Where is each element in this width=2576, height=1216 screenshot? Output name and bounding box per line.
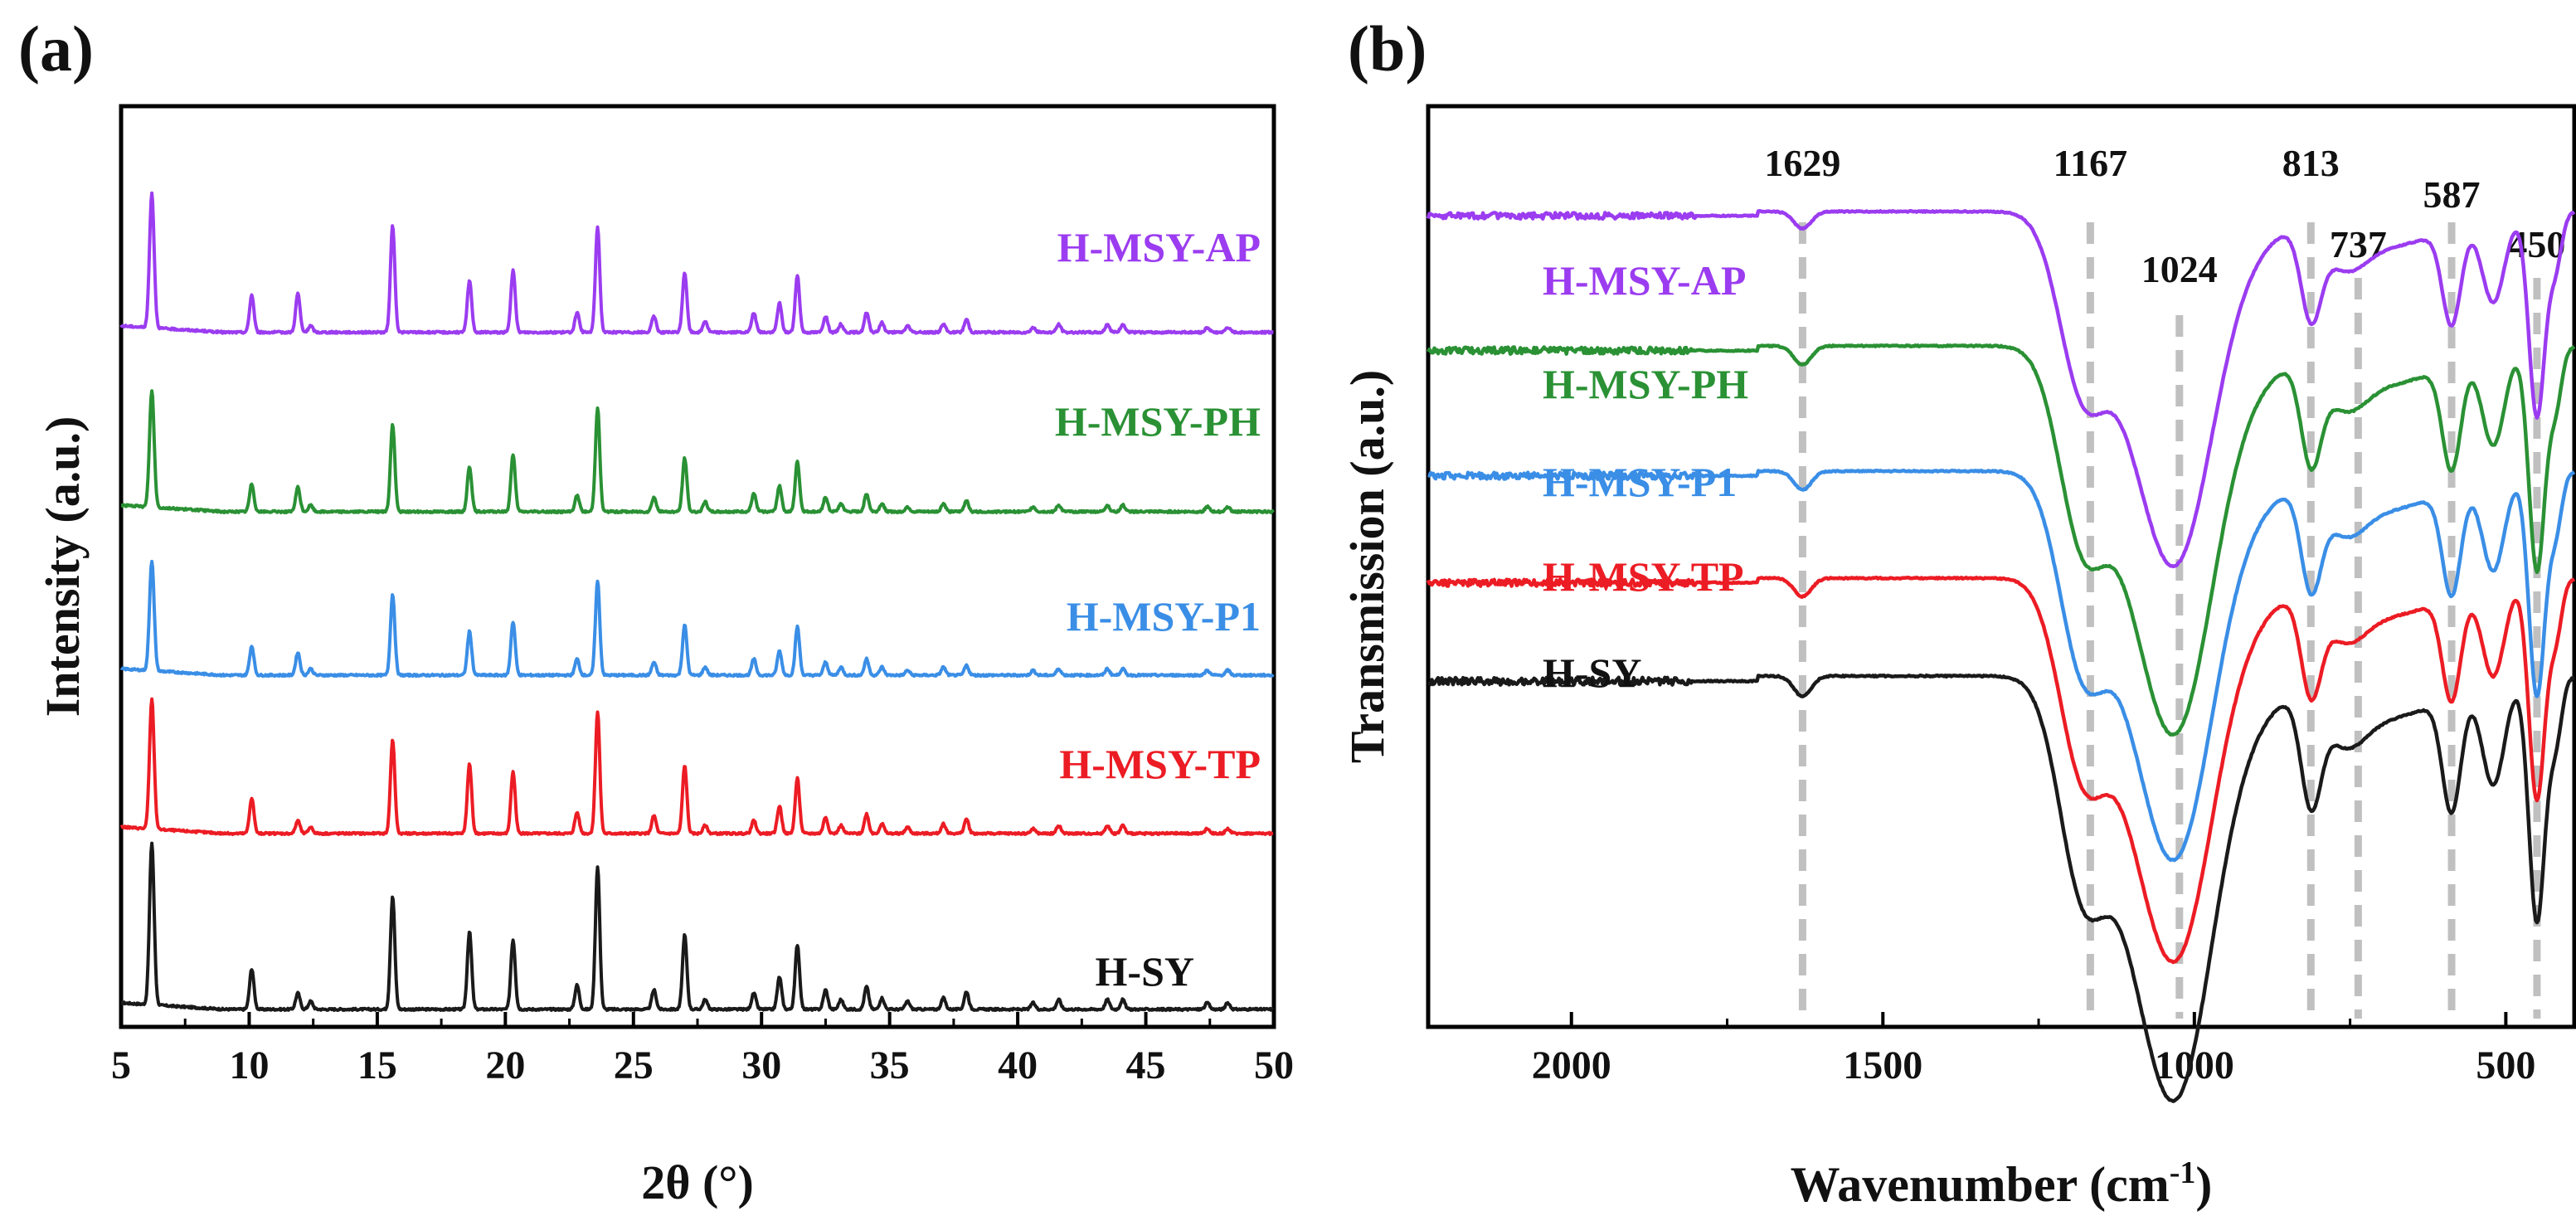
plot-a-x-tick-label: 25 xyxy=(614,1043,654,1087)
plot-b-x-tick-label: 2000 xyxy=(1532,1043,1611,1087)
plot-a-x-label: 2θ (°) xyxy=(641,1155,754,1209)
plot-b-x-label-sup: -1 xyxy=(2170,1155,2196,1190)
plot-a-series-line xyxy=(119,389,1275,514)
plot-a-x-tick-label: 20 xyxy=(485,1043,525,1087)
plot-b-series-line xyxy=(1426,209,2576,569)
plot-b-y-label: Transmission (a.u.) xyxy=(1340,370,1394,763)
plot-b-series-label: H-MSY-P1 xyxy=(1543,459,1737,505)
plot-b-series xyxy=(1426,209,2576,1103)
plot-b-series-line xyxy=(1426,576,2576,965)
plot-b-reference-label: 1167 xyxy=(2054,142,2127,184)
plot-a-x-tick-label: 40 xyxy=(998,1043,1038,1087)
plot-b-reference-label: 813 xyxy=(2282,142,2340,184)
plot-b-reference-label: 1024 xyxy=(2141,248,2218,290)
panel-b-label: (b) xyxy=(1348,12,1427,85)
plot-b-x-label: Wavenumber (cm-1) xyxy=(1791,1155,2213,1212)
plot-a-x-axis: 5 10 15 20 25 30 35 40 45 50 xyxy=(111,1012,1294,1087)
plot-a-x-tick-label: 15 xyxy=(357,1043,397,1087)
plot-b-series-label: H-MSY-AP xyxy=(1543,257,1746,304)
plot-a-series xyxy=(119,191,1275,1012)
plot-b-series-label: H-SY xyxy=(1543,649,1641,696)
plot-b-reference-label: 450 xyxy=(2508,223,2565,265)
plot-b-x-label-main: Wavenumber (cm xyxy=(1791,1157,2170,1212)
plot-a-x-tick-label: 5 xyxy=(111,1043,131,1087)
plot-b-series-label: H-MSY-TP xyxy=(1543,553,1744,600)
plot-b-x-tick-label: 1500 xyxy=(1843,1043,1922,1087)
plot-a-series-label: H-MSY-P1 xyxy=(1067,593,1261,640)
plot-a-series-line xyxy=(119,191,1275,335)
plot-b-x-label-tail: ) xyxy=(2195,1157,2212,1212)
plot-b-series-line xyxy=(1427,673,2575,1103)
plot-a-x-tick-label: 35 xyxy=(870,1043,910,1087)
plot-b-series-labels: H-SY H-MSY-TP H-MSY-P1 H-MSY-PH H-MSY-AP xyxy=(1543,257,1748,696)
plot-a-series-line xyxy=(119,841,1275,1012)
plot-b-series-label: H-MSY-PH xyxy=(1543,361,1748,407)
plot-b-x-axis: 2000 1500 1000 500 xyxy=(1532,1012,2535,1087)
plot-b-frame xyxy=(1426,104,2576,1029)
plot-b-x-tick-label: 500 xyxy=(2476,1043,2535,1087)
plot-a-y-label: Intensity (a.u.) xyxy=(36,416,90,717)
plot-a-series-label: H-MSY-TP xyxy=(1059,741,1261,787)
plot-a-x-tick-label: 45 xyxy=(1126,1043,1166,1087)
plot-a-x-tick-label: 50 xyxy=(1254,1043,1294,1087)
plot-a-series-label: H-MSY-AP xyxy=(1057,224,1261,270)
plot-a-series-line xyxy=(119,697,1275,836)
plot-a-x-tick-label: 10 xyxy=(229,1043,269,1087)
plot-b-series-line xyxy=(1427,343,2576,737)
plot-a-series-label: H-SY xyxy=(1096,948,1194,995)
plot-b-reference-lines: 1629 1167 1024 813 737 587 450 xyxy=(1764,142,2565,1019)
panel-a-label: (a) xyxy=(18,12,94,85)
plot-a-series-label: H-MSY-PH xyxy=(1055,398,1261,445)
plot-a-series-labels: H-SY H-MSY-TP H-MSY-P1 H-MSY-PH H-MSY-AP xyxy=(1055,224,1261,995)
plot-b-reference-label: 1629 xyxy=(1764,142,1840,184)
plot-a-x-tick-label: 30 xyxy=(741,1043,781,1087)
plot-b-reference-label: 737 xyxy=(2330,223,2387,265)
plot-b-series-line xyxy=(1427,469,2576,863)
plot-b-reference-label: 587 xyxy=(2423,173,2481,216)
plot-a-series-line xyxy=(119,559,1275,679)
